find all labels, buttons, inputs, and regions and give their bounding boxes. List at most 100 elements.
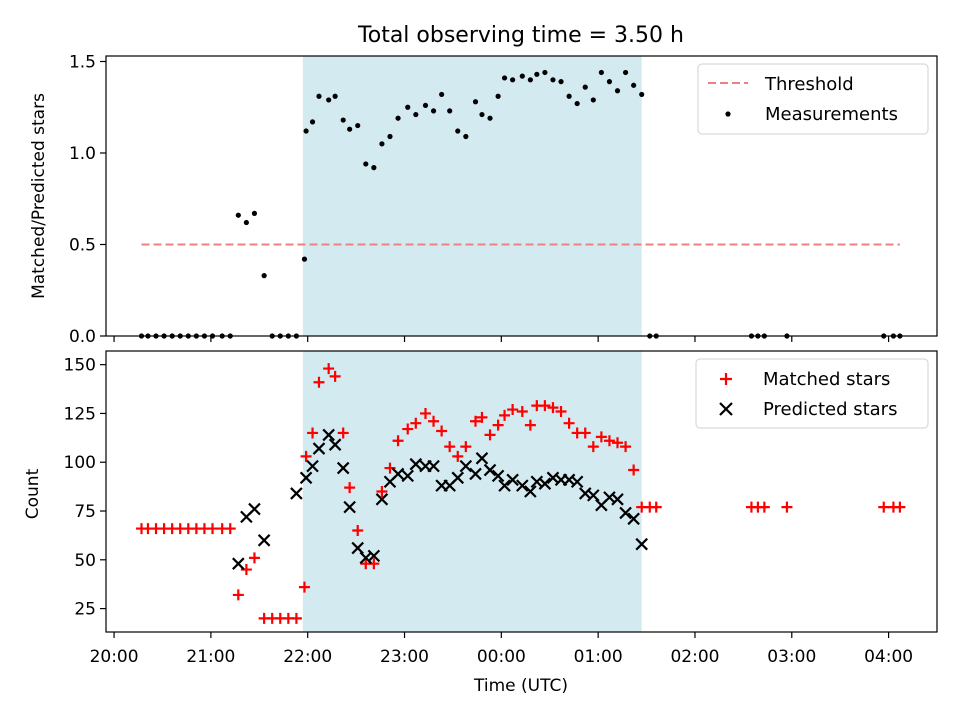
- predicted-star-marker: [516, 479, 529, 492]
- measurement-point: [495, 93, 501, 99]
- predicted-star-marker: [538, 477, 552, 490]
- y-tick-label: 125: [64, 404, 96, 424]
- measurement-point: [243, 219, 249, 226]
- measurement-point: [566, 93, 572, 99]
- predicted-star-marker: [475, 452, 489, 465]
- top-y-ticks: 0.0 0.5 1.0 1.5: [69, 52, 106, 347]
- bottom-plot-frame: [105, 350, 938, 633]
- predicted-star-marker: [469, 467, 482, 481]
- measurement-point: [261, 273, 267, 279]
- predicted-star-marker: [375, 493, 389, 506]
- y-tick-label: 0.0: [69, 327, 96, 347]
- measurement-point: [340, 117, 346, 123]
- measurement-point: [463, 133, 469, 140]
- predicted-star-marker: [627, 512, 640, 526]
- matched-star-marker: [499, 409, 511, 421]
- measurement-point: [422, 102, 429, 109]
- measurement-point: [631, 82, 637, 88]
- x-tick-label: 22:00: [283, 647, 332, 667]
- measurement-point: [582, 84, 588, 90]
- matched-star-marker: [781, 501, 793, 513]
- matched-star-marker: [650, 501, 662, 513]
- y-tick-label: 0.5: [69, 235, 96, 255]
- matched-star-marker: [313, 376, 325, 388]
- y-tick-label: 1.5: [69, 52, 96, 72]
- matched-star-marker: [419, 407, 431, 419]
- measurement-point: [379, 141, 385, 147]
- matched-star-marker: [476, 411, 488, 423]
- y-tick-label: 1.0: [69, 144, 96, 164]
- predicted-star-marker: [299, 471, 313, 485]
- matched-star-marker: [516, 405, 528, 417]
- x-tick-label: 04:00: [864, 647, 913, 667]
- x-tick-label: 01:00: [574, 647, 623, 667]
- matched-star-marker: [587, 441, 599, 453]
- matched-star-marker: [539, 400, 551, 412]
- predicted-star-marker: [491, 469, 505, 483]
- predicted-star-marker: [290, 487, 303, 500]
- top-legend: Threshold Measurements: [697, 63, 929, 135]
- measurement-point: [519, 73, 525, 79]
- measurement-point: [510, 77, 516, 83]
- matched-star-marker: [307, 427, 319, 439]
- measurement-point: [639, 91, 645, 98]
- predicted-star-marker: [459, 459, 473, 473]
- measurement-point: [332, 93, 338, 99]
- matched-star-marker: [344, 482, 356, 494]
- measurement-point: [439, 91, 445, 98]
- predicted-star-marker: [483, 463, 497, 477]
- legend-threshold-label: Threshold: [764, 74, 854, 95]
- legend-predicted-swatch: [719, 402, 733, 416]
- matched-stars-points: [135, 363, 906, 624]
- matched-star-marker: [206, 523, 218, 535]
- measurement-point: [316, 93, 322, 99]
- matched-star-marker: [452, 450, 464, 462]
- x-tick-label: 02:00: [670, 647, 719, 667]
- matched-star-marker: [298, 581, 310, 593]
- predicted-star-marker: [506, 473, 519, 487]
- measurement-point: [430, 108, 437, 114]
- measurement-point: [501, 75, 508, 81]
- bottom-x-ticks: 20:00 21:00 22:00 23:00 00:00 01:00 02:00 03:00…: [90, 632, 913, 667]
- measurement-point: [622, 69, 629, 76]
- predicted-star-marker: [343, 500, 356, 514]
- legend-measurements-swatch: [725, 111, 731, 117]
- matched-star-marker: [628, 464, 640, 476]
- measurement-point: [598, 69, 604, 76]
- measurement-point: [455, 128, 461, 134]
- matched-star-marker: [492, 419, 504, 431]
- measurement-point: [550, 77, 556, 83]
- measurement-point: [487, 115, 493, 121]
- measurement-point: [606, 79, 613, 85]
- predicted-star-marker: [524, 485, 537, 498]
- measurement-point: [479, 111, 485, 118]
- measurement-point: [301, 256, 308, 262]
- measurement-point: [558, 79, 564, 85]
- measurement-point: [413, 111, 419, 118]
- legend-measurements-label: Measurements: [765, 104, 898, 125]
- matched-star-marker: [620, 441, 632, 453]
- matched-star-marker: [290, 612, 302, 624]
- matched-star-marker: [595, 431, 607, 443]
- matched-star-marker: [323, 363, 335, 375]
- top-plot-frame: [105, 55, 938, 337]
- measurement-point: [326, 97, 332, 103]
- predicted-star-marker: [409, 457, 423, 471]
- measurement-point: [235, 212, 241, 218]
- measurement-point: [574, 100, 580, 107]
- predicted-star-marker: [498, 479, 511, 492]
- predicted-star-marker: [635, 537, 648, 551]
- matched-star-marker: [758, 501, 770, 513]
- measurement-point: [542, 69, 548, 76]
- predicted-star-marker: [427, 459, 440, 473]
- predicted-star-marker: [367, 549, 381, 563]
- bottom-y-ticks: 25 50 75 100 125 150: [64, 356, 106, 620]
- predicted-star-marker: [587, 489, 600, 502]
- bottom-legend-box: [695, 358, 929, 429]
- matched-star-marker: [444, 441, 456, 453]
- matched-star-marker: [232, 589, 244, 601]
- matched-star-marker: [410, 417, 422, 429]
- top-legend-box: [697, 63, 929, 135]
- matched-star-marker: [300, 450, 312, 462]
- measurement-point: [303, 128, 309, 134]
